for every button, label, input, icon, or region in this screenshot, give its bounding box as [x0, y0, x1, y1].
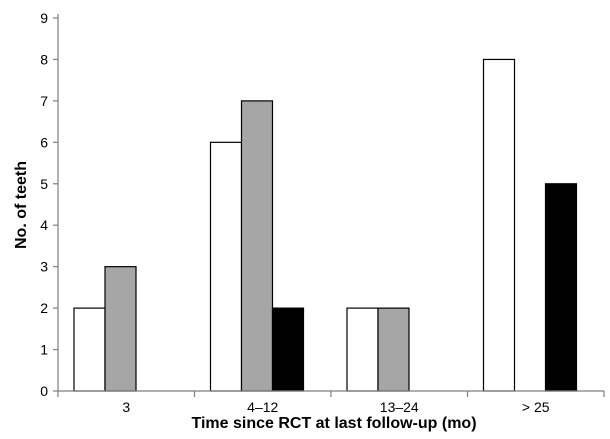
y-tick-label: 6	[40, 134, 48, 150]
y-tick-label: 9	[40, 10, 48, 26]
y-tick-label: 5	[40, 176, 48, 192]
y-tick-label: 4	[40, 217, 48, 233]
x-tick-label: > 25	[522, 399, 550, 415]
y-tick-label: 7	[40, 93, 48, 109]
bar-3-cat-2	[273, 308, 304, 391]
bar-1-cat-2	[211, 142, 242, 391]
y-tick-label: 2	[40, 300, 48, 316]
x-tick-label: 3	[122, 399, 130, 415]
bar-1-cat-1	[74, 308, 105, 391]
bars-layer	[74, 59, 577, 391]
bar-2-cat-3	[378, 308, 409, 391]
y-tick-label: 0	[40, 383, 48, 399]
bar-2-cat-1	[105, 267, 136, 391]
y-tick-label: 8	[40, 51, 48, 67]
bar-1-cat-3	[347, 308, 378, 391]
bar-3-cat-4	[546, 184, 577, 391]
bar-1-cat-4	[484, 59, 515, 391]
y-tick-label: 1	[40, 342, 48, 358]
bar-2-cat-2	[242, 101, 273, 391]
x-axis-title: Time since RCT at last follow-up (mo)	[191, 415, 476, 432]
y-tick-label: 3	[40, 259, 48, 275]
x-tick-label: 13–24	[380, 399, 419, 415]
y-axis-title: No. of teeth	[13, 161, 30, 249]
x-tick-label: 4–12	[247, 399, 278, 415]
